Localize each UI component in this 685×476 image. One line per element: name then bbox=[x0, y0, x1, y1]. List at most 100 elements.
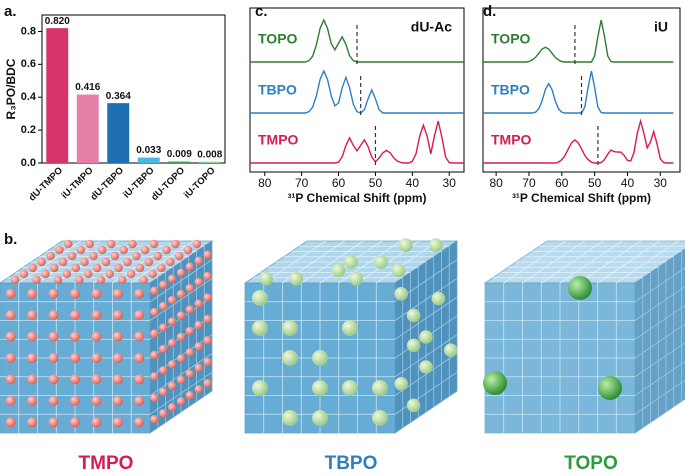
spectrum-line bbox=[483, 118, 674, 164]
chart-title: dU-Ac bbox=[411, 19, 452, 35]
sphere bbox=[192, 239, 202, 249]
sphere bbox=[166, 257, 175, 267]
sphere bbox=[62, 269, 72, 279]
sphere bbox=[159, 409, 168, 418]
y-axis-label: R₃PO/BDC bbox=[4, 58, 18, 119]
sphere bbox=[183, 245, 193, 255]
cube-grid bbox=[616, 240, 679, 284]
sphere bbox=[128, 239, 137, 249]
sphere bbox=[112, 395, 123, 406]
sphere bbox=[140, 245, 150, 255]
sphere bbox=[167, 403, 177, 412]
sphere bbox=[194, 256, 203, 265]
sphere bbox=[89, 251, 98, 261]
sphere bbox=[118, 275, 127, 285]
cube-grid bbox=[149, 353, 213, 396]
x-tick-label: dU-TBPO bbox=[89, 165, 127, 203]
sphere bbox=[112, 331, 123, 342]
sphere bbox=[344, 255, 358, 269]
sphere bbox=[419, 360, 433, 374]
sphere bbox=[112, 374, 123, 385]
sphere bbox=[406, 308, 421, 323]
y-tick-label: 0.6 bbox=[21, 58, 36, 70]
sphere bbox=[150, 372, 159, 381]
sphere bbox=[406, 338, 421, 353]
cube-grid bbox=[394, 371, 458, 415]
sphere bbox=[150, 286, 159, 295]
sphere bbox=[91, 331, 102, 342]
bar bbox=[137, 157, 160, 163]
cube bbox=[243, 238, 459, 434]
sphere bbox=[203, 271, 212, 281]
sphere bbox=[174, 251, 184, 261]
sphere bbox=[159, 280, 168, 289]
x-tick-label: dU-TOPO bbox=[149, 165, 187, 203]
spectrum-line bbox=[483, 70, 674, 114]
sphere bbox=[75, 275, 84, 285]
sphere bbox=[134, 331, 145, 342]
cube-grid bbox=[376, 240, 439, 284]
x-axis-label: ³¹P Chemical Shift (ppm) bbox=[287, 191, 426, 205]
sphere bbox=[185, 262, 195, 271]
series-label: TMPO bbox=[491, 132, 532, 148]
sphere bbox=[112, 288, 123, 299]
bar bbox=[107, 103, 130, 163]
sphere bbox=[144, 257, 154, 267]
sphere bbox=[119, 245, 128, 255]
x-tick-label: 60 bbox=[332, 176, 346, 190]
cube-grid bbox=[634, 342, 685, 378]
sphere bbox=[185, 348, 195, 357]
sphere bbox=[27, 374, 38, 385]
sphere bbox=[185, 391, 195, 400]
sphere bbox=[159, 344, 168, 354]
sphere bbox=[167, 338, 177, 348]
sphere bbox=[5, 331, 16, 342]
y-tick-label: 0.0 bbox=[21, 157, 36, 169]
value-label: 0.033 bbox=[136, 145, 161, 156]
series-label: TBPO bbox=[258, 82, 297, 98]
sphere bbox=[372, 380, 388, 396]
sphere bbox=[112, 310, 123, 321]
sphere bbox=[101, 257, 111, 267]
sphere bbox=[282, 350, 298, 366]
sphere bbox=[568, 276, 592, 300]
series-label: TMPO bbox=[258, 132, 299, 148]
sphere bbox=[399, 238, 413, 252]
sphere bbox=[148, 269, 157, 279]
y-tick-label: 0.8 bbox=[21, 25, 36, 37]
sphere bbox=[176, 332, 186, 342]
sphere bbox=[167, 274, 177, 283]
sphere bbox=[203, 314, 212, 324]
sphere bbox=[176, 311, 186, 320]
sphere bbox=[5, 288, 16, 299]
sphere bbox=[252, 380, 268, 396]
x-tick-label: dU-TMPO bbox=[27, 165, 65, 203]
value-label: 0.364 bbox=[106, 91, 131, 102]
sphere bbox=[84, 269, 93, 279]
sphere bbox=[312, 410, 328, 426]
sphere bbox=[114, 263, 123, 273]
sphere bbox=[159, 366, 168, 375]
sphere bbox=[252, 320, 268, 336]
sphere bbox=[150, 415, 159, 424]
cube-grid bbox=[634, 379, 685, 415]
sphere bbox=[5, 353, 16, 363]
bar bbox=[46, 28, 69, 164]
x-tick-label: 70 bbox=[295, 176, 309, 190]
x-axis-label: ³¹P Chemical Shift (ppm) bbox=[512, 191, 651, 205]
sphere bbox=[282, 320, 298, 336]
x-tick-label: iU-TOPO bbox=[182, 165, 218, 201]
sphere bbox=[76, 245, 86, 255]
x-tick-label: 70 bbox=[522, 176, 536, 190]
sphere bbox=[70, 374, 80, 385]
sphere bbox=[171, 239, 180, 249]
sphere bbox=[70, 395, 80, 406]
sphere bbox=[159, 301, 168, 311]
sphere bbox=[282, 410, 298, 426]
sphere bbox=[92, 263, 102, 273]
sphere bbox=[37, 257, 46, 267]
sphere bbox=[91, 374, 102, 385]
sphere bbox=[91, 353, 102, 363]
sphere bbox=[331, 263, 346, 278]
x-tick-label: 80 bbox=[258, 176, 272, 190]
